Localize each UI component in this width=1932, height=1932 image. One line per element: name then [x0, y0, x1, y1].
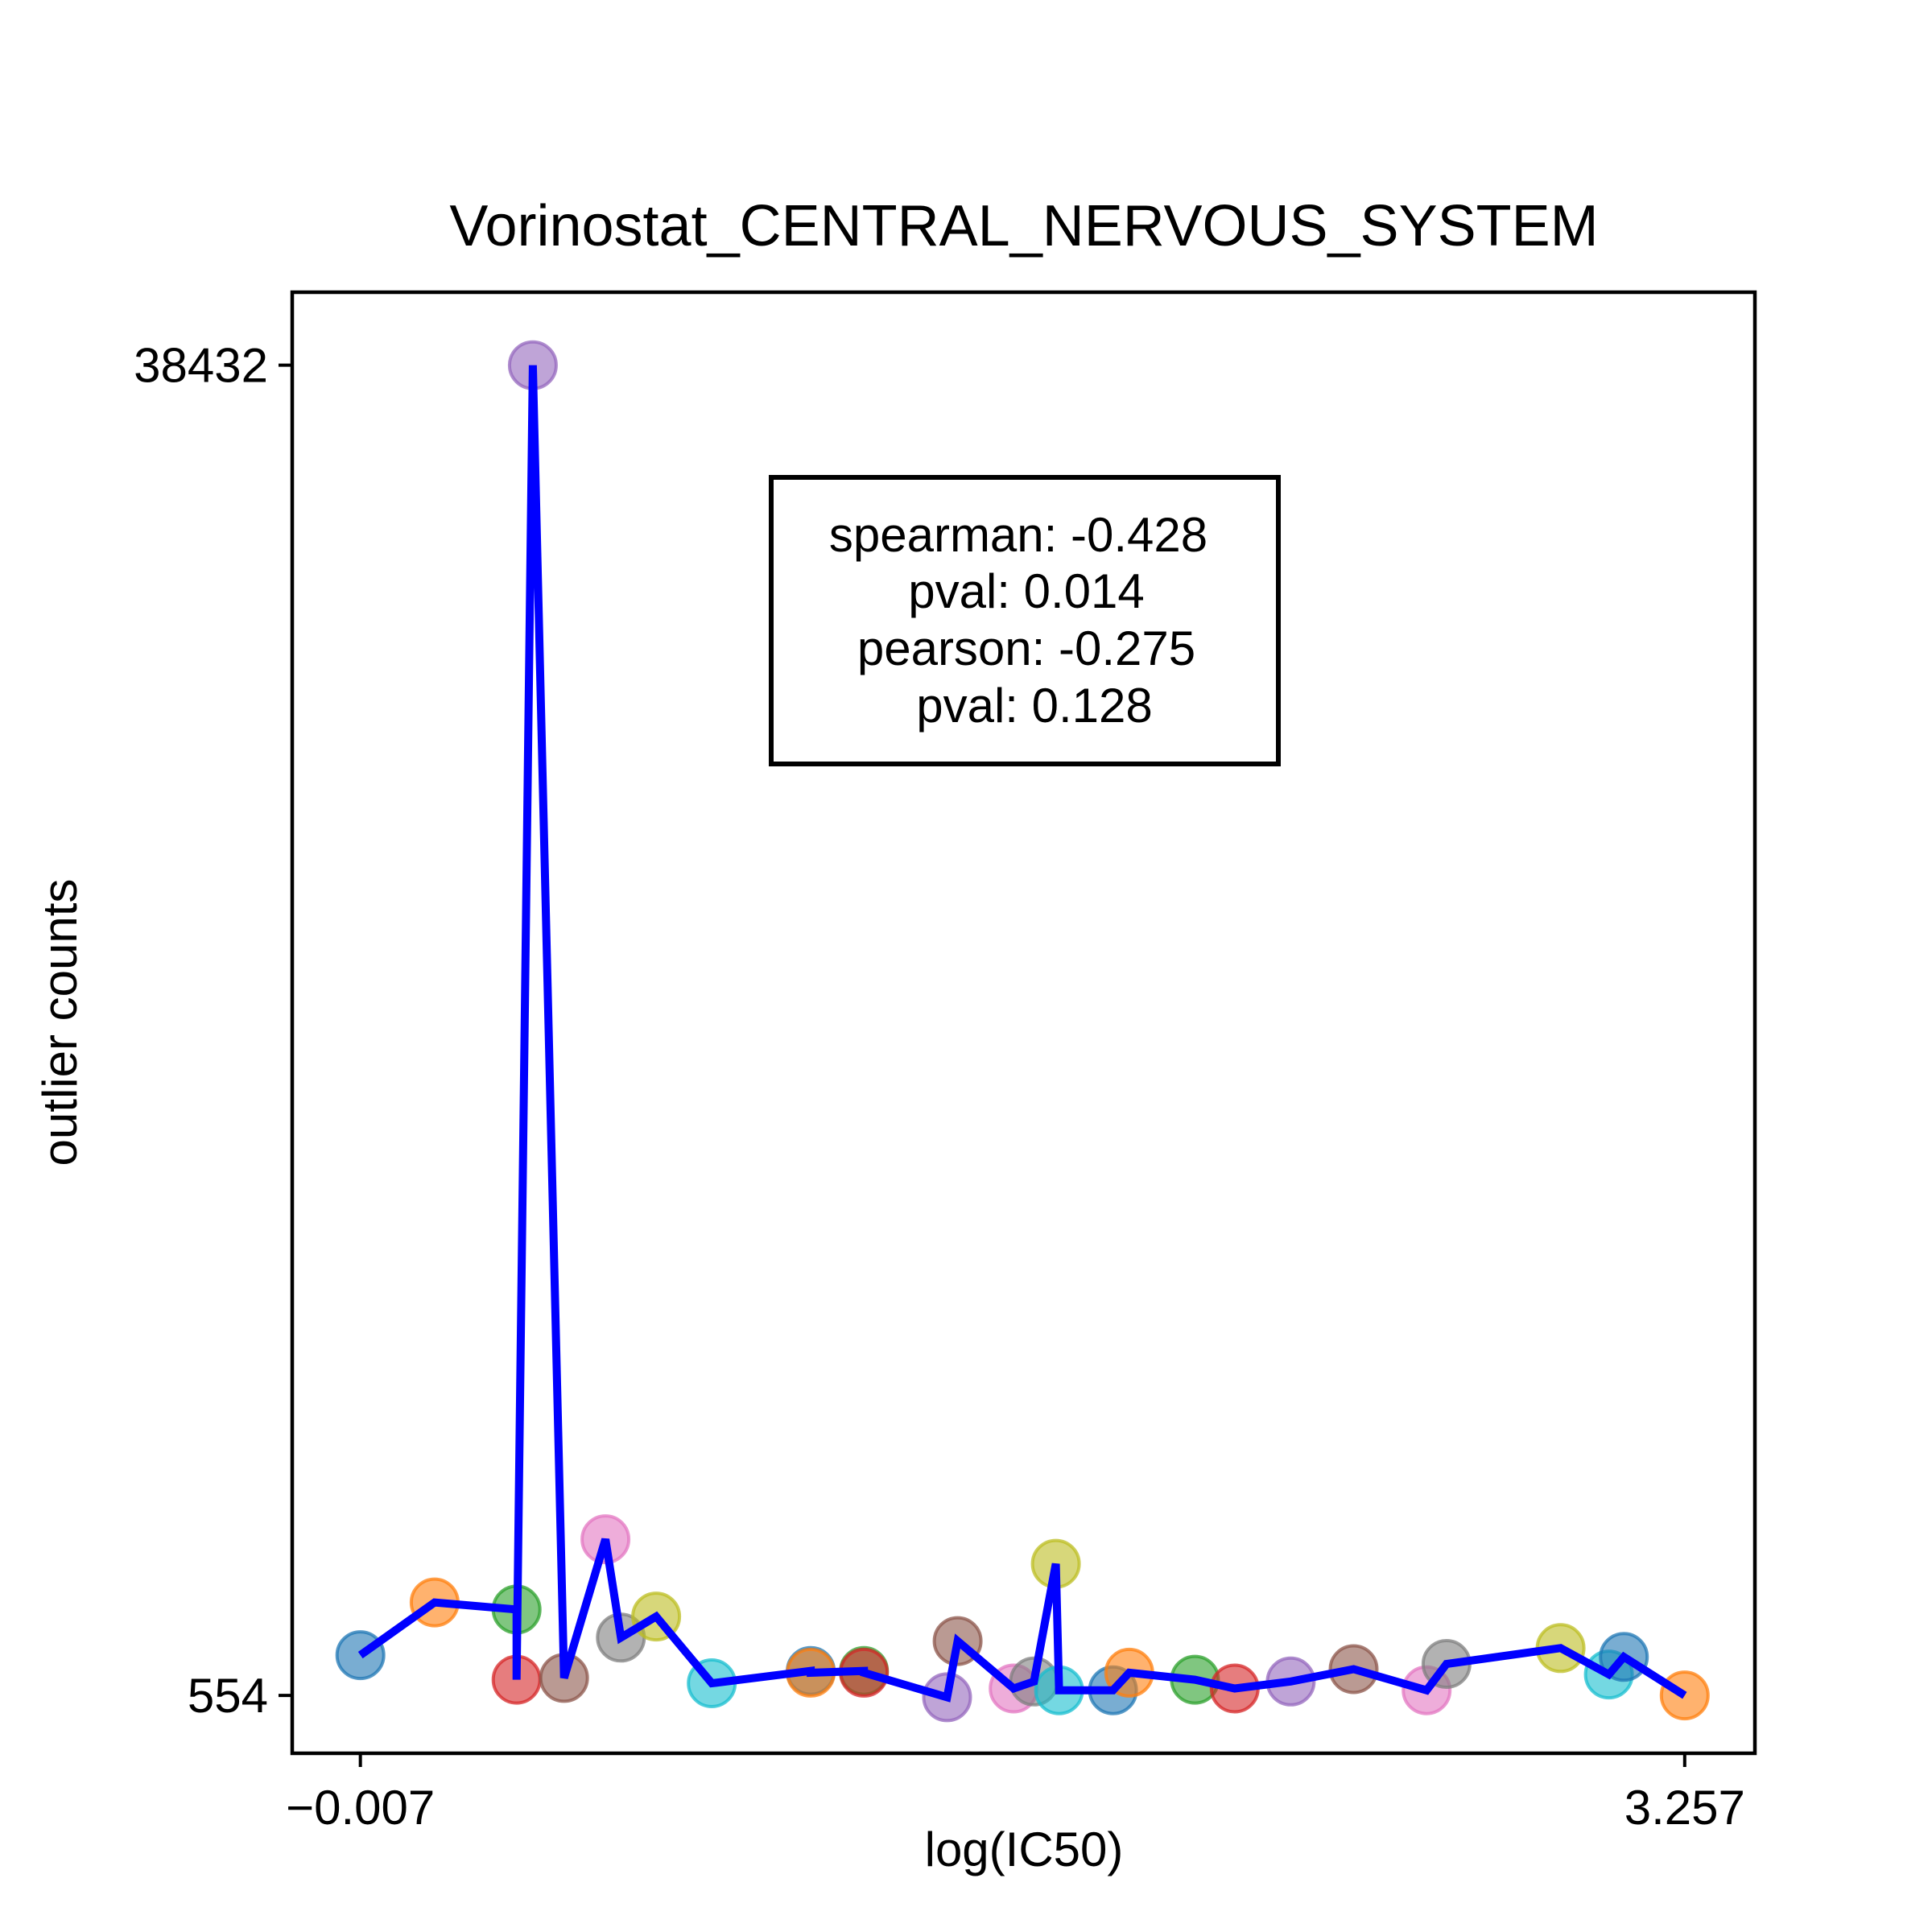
y-tick-label-1: 554 — [188, 1669, 268, 1723]
x-tick-label-1: −0.007 — [286, 1781, 435, 1835]
stats-box — [769, 475, 1281, 766]
stats-line-spearman: spearman: -0.428 — [829, 508, 1208, 562]
stats-line-pval-1: pval: 0.014 — [908, 564, 1145, 618]
y-axis-label: outlier counts — [33, 879, 87, 1166]
stats-line-pval-2: pval: 0.128 — [916, 679, 1153, 733]
x-tick-label-2: 3.257 — [1624, 1781, 1745, 1835]
chart-title: Vorinostat_CENTRAL_NERVOUS_SYSTEM — [449, 194, 1598, 258]
x-axis-label: log(IC50) — [925, 1823, 1124, 1876]
stats-annotation: spearman: -0.428 pval: 0.014 pearson: -0… — [769, 475, 1281, 766]
plot-frame — [290, 290, 1757, 1756]
x-axis-ticks: −0.007 3.257 — [286, 1753, 1745, 1835]
y-axis-ticks: 554 38432 — [134, 339, 292, 1723]
y-tick-label-2: 38432 — [134, 339, 268, 393]
series-line — [357, 365, 1687, 1703]
plot-area — [335, 340, 1710, 1723]
stats-line-pearson: pearson: -0.275 — [857, 621, 1195, 675]
